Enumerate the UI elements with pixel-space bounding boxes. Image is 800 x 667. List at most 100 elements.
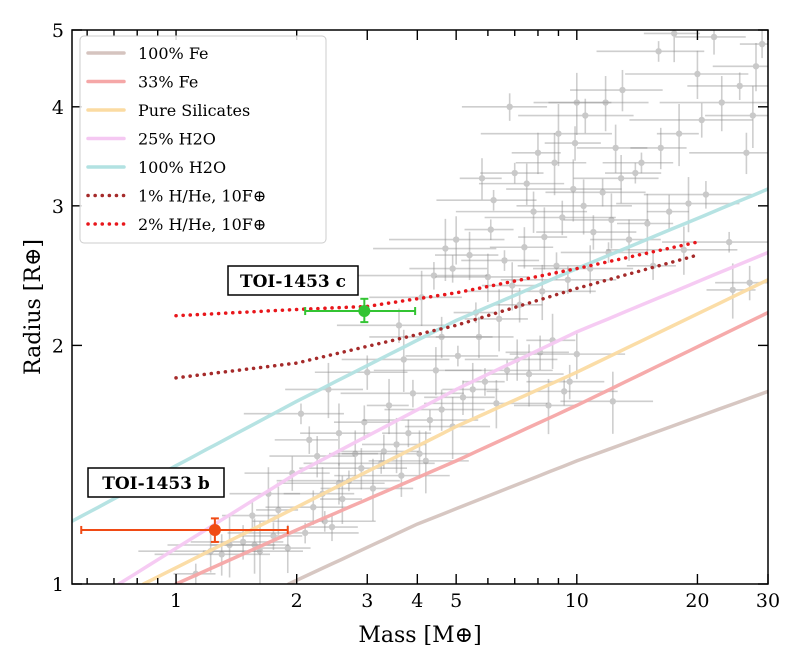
background-planet [373, 218, 497, 282]
composition-curves-layer [72, 187, 768, 584]
background-planet-point [545, 402, 552, 409]
background-planet-point [521, 244, 528, 251]
background-planet-point [405, 429, 412, 437]
background-planet [461, 250, 540, 271]
background-planet-point [644, 220, 651, 227]
background-planet [464, 219, 514, 241]
background-planet [299, 448, 408, 490]
background-planet-point [530, 208, 537, 215]
background-planet-point [694, 70, 701, 78]
background-planet [739, 30, 768, 59]
background-planet-point [752, 63, 760, 70]
background-planet [461, 93, 548, 121]
background-planet-point [655, 48, 662, 55]
background-planet-point [619, 86, 626, 94]
background-planet [617, 193, 674, 256]
legend-label: 100% H2O [138, 158, 226, 177]
background-planet [481, 262, 539, 311]
background-planet [436, 189, 537, 211]
background-planet-point [685, 200, 692, 207]
background-planet [659, 76, 768, 132]
background-planet-point [284, 544, 291, 552]
background-planet [605, 162, 662, 184]
background-planet-point [430, 272, 438, 279]
background-planet-point [416, 450, 423, 457]
background-planet [314, 355, 408, 390]
background-planet-point [409, 390, 417, 397]
legend-entries: 100% Fe 33% Fe Pure Silicates 25% H2O 100% H… [86, 44, 266, 234]
background-planet [405, 345, 499, 367]
background-planet [435, 253, 529, 302]
background-planet-point [339, 495, 346, 503]
background-planet-point [306, 436, 313, 444]
background-planet-point [313, 452, 321, 460]
background-planet [480, 103, 612, 167]
annotation-box-b [87, 467, 225, 498]
axes-layer [71, 29, 769, 585]
background-planet-point [380, 448, 388, 455]
background-planet-point [369, 485, 377, 492]
background-planet [486, 377, 618, 406]
background-planet [435, 231, 499, 281]
background-planet-point [481, 378, 489, 385]
legend-label: 33% Fe [138, 73, 198, 92]
background-planet [265, 490, 351, 525]
background-planet [484, 200, 616, 236]
background-planet [274, 426, 339, 454]
background-planet [362, 409, 479, 431]
legend-label: 100% Fe [138, 44, 209, 63]
background-planet-point [275, 506, 282, 514]
background-planet-point [506, 103, 513, 111]
background-planet [712, 42, 768, 92]
background-planet-point [571, 139, 579, 147]
background-planet-point [449, 265, 456, 272]
x-tick-label: 1 [170, 590, 182, 612]
highlight-planets-layer [80, 297, 417, 543]
background-planet [409, 255, 488, 283]
background-planet [442, 362, 499, 419]
background-planet-point [442, 245, 449, 252]
curve-2-h-he-10f- [174, 240, 700, 318]
background-planet [341, 329, 450, 392]
background-planet [570, 69, 663, 112]
background-planet-point [270, 532, 277, 540]
background-planet-point [466, 251, 473, 259]
background-planet-point [495, 315, 503, 323]
background-planet [606, 226, 738, 275]
background-planet [533, 72, 612, 135]
y-tick-label: 1 [52, 574, 64, 596]
background-planet-point [432, 367, 440, 374]
legend-box [79, 35, 327, 244]
background-planet-point [297, 410, 305, 417]
ticks-layer: 1 2 3 4 5 10 20 30 1 2 3 4 5 [52, 20, 780, 612]
background-planet [154, 534, 271, 576]
background-planet [646, 194, 689, 230]
background-planet [373, 347, 482, 396]
background-planet [511, 132, 561, 175]
background-planet-point [426, 416, 434, 424]
legend-label: 2% H/He, 10F⊕ [138, 215, 266, 234]
background-planet-point [599, 189, 606, 196]
background-planet [369, 316, 493, 359]
background-planet-point [670, 30, 678, 37]
background-planet [545, 178, 646, 207]
background-planet [478, 163, 565, 205]
background-planet [518, 98, 634, 134]
background-planet-point [328, 523, 336, 531]
background-planet-point [749, 112, 757, 119]
background-planet-point [523, 180, 530, 187]
plot-frame [71, 29, 769, 585]
background-planet-point [452, 236, 460, 243]
background-planet [689, 132, 768, 175]
background-planet-point [617, 175, 625, 182]
background-planet-point [665, 208, 673, 215]
curve-pure-silicates [141, 278, 768, 584]
background-planet [455, 191, 588, 233]
background-planet [625, 50, 749, 99]
background-planet [459, 158, 502, 200]
background-planet-point [746, 279, 753, 286]
background-planet [362, 417, 426, 474]
background-planet [705, 85, 768, 148]
background-planet-point [541, 233, 548, 241]
background-planet-point [729, 286, 736, 294]
